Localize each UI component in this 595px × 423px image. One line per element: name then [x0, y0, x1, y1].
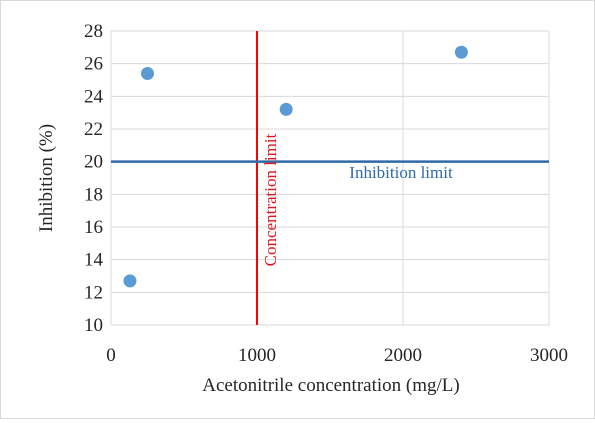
data-point: [123, 274, 137, 288]
x-tick-label: 0: [106, 345, 116, 366]
data-point: [279, 102, 293, 116]
y-axis-title: Inhibition (%): [36, 124, 57, 232]
grid-lines: [110, 30, 550, 326]
y-tick-label: 10: [84, 315, 103, 336]
y-tick-labels: 10 12 14 16 18 20 22 24 26 28: [84, 21, 104, 336]
y-tick-label: 22: [84, 119, 103, 140]
y-tick-label: 20: [84, 152, 103, 173]
inhibition-limit-label: Inhibition limit: [349, 163, 453, 182]
data-points: [123, 45, 468, 288]
x-tick-label: 3000: [530, 345, 568, 366]
reference-lines: [111, 31, 549, 325]
y-tick-label: 12: [84, 282, 103, 303]
data-point: [454, 45, 468, 59]
x-tick-label: 2000: [384, 345, 422, 366]
y-tick-label: 28: [84, 21, 103, 42]
y-tick-label: 24: [84, 86, 104, 107]
data-point: [141, 66, 154, 80]
x-tick-labels: 0 1000 2000 3000: [106, 345, 568, 366]
y-tick-label: 26: [84, 54, 103, 75]
x-axis-title: Acetonitrile concentration (mg/L): [202, 375, 459, 396]
y-tick-label: 16: [84, 217, 103, 238]
y-tick-label: 18: [84, 184, 103, 205]
concentration-limit-label: Concentration limit: [261, 133, 280, 266]
x-tick-label: 1000: [238, 345, 276, 366]
y-tick-label: 14: [84, 250, 104, 271]
